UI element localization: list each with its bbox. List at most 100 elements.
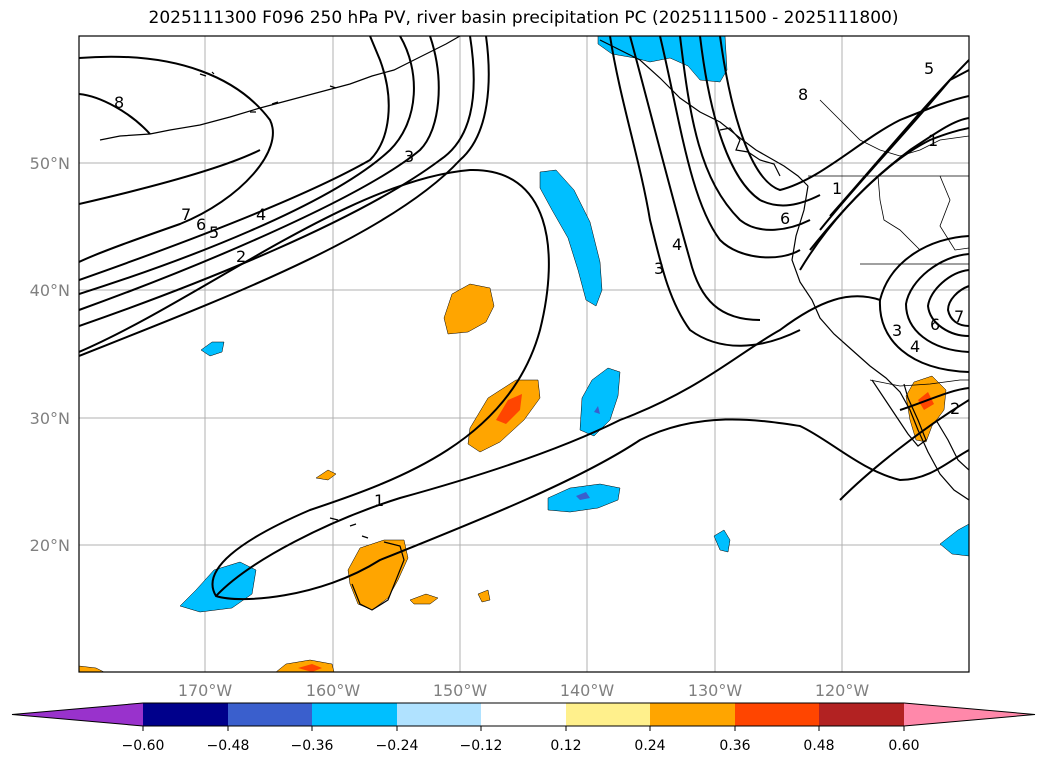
contour-7-trough — [699, 36, 821, 207]
svg-text:−0.24: −0.24 — [376, 738, 419, 754]
coastlines — [99, 36, 969, 611]
contour-ridge-2 — [799, 117, 969, 271]
contour-6-west — [79, 149, 261, 205]
svg-text:6: 6 — [780, 209, 790, 228]
precip-fill-pos-north — [443, 283, 495, 335]
pv-contours — [79, 36, 969, 601]
colorbar-cell-5 — [481, 703, 566, 726]
contour-low-3 — [926, 269, 969, 337]
svg-text:3: 3 — [404, 147, 414, 166]
svg-text:120°W: 120°W — [815, 681, 870, 700]
svg-text:7: 7 — [181, 205, 191, 224]
svg-text:4: 4 — [256, 205, 266, 224]
hawaii-islands — [329, 517, 405, 611]
contour-7-west — [79, 55, 274, 263]
gulf-california — [935, 419, 969, 471]
contour-low-2 — [904, 253, 969, 353]
us-west-coast — [791, 185, 969, 501]
svg-text:0.24: 0.24 — [634, 738, 665, 754]
precip-fill-small-west — [200, 341, 225, 357]
contour-5-west — [79, 36, 390, 281]
svg-text:8: 8 — [798, 85, 808, 104]
svg-text:50°N: 50°N — [30, 154, 70, 173]
svg-text:1: 1 — [832, 179, 842, 198]
aleutian-dots — [199, 71, 337, 113]
contour-1-south — [215, 295, 881, 597]
svg-text:1: 1 — [374, 491, 384, 510]
map-frame — [78, 35, 970, 673]
precip-fill-gulf-alaska — [597, 36, 728, 83]
contour-labels: 8 7 6 5 4 3 2 1 5 1 6 4 3 7 6 3 4 2 1 8 — [114, 59, 964, 510]
contour-2-se — [839, 399, 969, 501]
colorbar-cell-8 — [735, 703, 819, 726]
precip-fill-pos-small2 — [409, 593, 439, 605]
colorbar-ticks — [142, 726, 905, 731]
contour-6-trough — [679, 36, 811, 231]
precip-fill-edge-se — [939, 523, 969, 557]
political-borders — [808, 99, 969, 387]
contour-2-west — [79, 36, 475, 327]
colorbar-cell-3 — [312, 703, 397, 726]
svg-text:0.12: 0.12 — [550, 738, 581, 754]
colorbar-cell-0 — [12, 703, 143, 726]
colorbar: −0.60 −0.48 −0.36 −0.24 −0.12 0.12 0.24 … — [11, 702, 1036, 754]
map-title: 2025111300 F096 250 hPa PV, river basin … — [148, 8, 899, 28]
svg-text:4: 4 — [910, 337, 920, 356]
colorbar-cell-6 — [566, 703, 650, 726]
svg-text:−0.12: −0.12 — [460, 738, 503, 754]
svg-text:40°N: 40°N — [30, 281, 70, 300]
graticule — [79, 36, 969, 672]
svg-text:5: 5 — [209, 223, 219, 242]
precip-fill-pos-hawaii — [347, 539, 409, 611]
svg-text:130°W: 130°W — [688, 681, 743, 700]
contour-3-trough — [609, 36, 801, 347]
svg-text:150°W: 150°W — [433, 681, 488, 700]
svg-text:0.36: 0.36 — [719, 738, 750, 754]
svg-text:3: 3 — [654, 259, 664, 278]
svg-text:8: 8 — [114, 93, 124, 112]
precip-fill-pos-small1 — [315, 469, 337, 481]
colorbar-cell-1 — [143, 703, 228, 726]
alaska-aleutians-coast — [99, 36, 461, 141]
svg-text:−0.60: −0.60 — [122, 738, 165, 754]
svg-text:−0.36: −0.36 — [291, 738, 334, 754]
contour-5-trough — [659, 36, 801, 259]
contour-4-trough — [629, 36, 761, 321]
svg-text:1: 1 — [928, 131, 938, 150]
svg-text:2: 2 — [950, 399, 960, 418]
contour-ridge-3 — [809, 127, 969, 251]
svg-text:0.60: 0.60 — [888, 738, 919, 754]
contour-se-inner — [899, 387, 969, 411]
svg-text:170°W: 170°W — [178, 681, 233, 700]
precip-fill-pos-mexico — [905, 375, 947, 443]
precip-fill-band-mid — [579, 367, 621, 437]
longitude-labels: 170°W 160°W 150°W 140°W 130°W 120°W — [178, 681, 870, 700]
contour-low-4 — [946, 285, 969, 327]
contour-4-west — [79, 36, 415, 295]
svg-text:160°W: 160°W — [306, 681, 361, 700]
latitude-labels: 50°N 40°N 30°N 20°N — [30, 154, 70, 555]
contour-low-1 — [878, 235, 969, 373]
svg-text:30°N: 30°N — [30, 409, 70, 428]
colorbar-cell-2 — [228, 703, 312, 726]
precip-positive-fills — [79, 283, 947, 672]
precip-negative-fills — [179, 36, 969, 613]
precip-darker-fills — [576, 406, 600, 500]
svg-text:−0.48: −0.48 — [207, 738, 250, 754]
colorbar-cell-7 — [650, 703, 735, 726]
contour-ridge-5 — [829, 59, 969, 217]
svg-text:0.48: 0.48 — [803, 738, 834, 754]
contour-ridge-1 — [719, 36, 969, 192]
svg-text:4: 4 — [672, 235, 682, 254]
contour-1-west — [79, 36, 490, 357]
contour-3-loop — [79, 168, 969, 601]
svg-text:2: 2 — [236, 247, 246, 266]
svg-text:140°W: 140°W — [560, 681, 615, 700]
colorbar-tick-labels: −0.60 −0.48 −0.36 −0.24 −0.12 0.12 0.24 … — [122, 738, 920, 754]
svg-text:3: 3 — [892, 321, 902, 340]
colorbar-cell-4 — [397, 703, 481, 726]
svg-text:6: 6 — [930, 315, 940, 334]
svg-text:6: 6 — [196, 215, 206, 234]
precip-fill-pos-small3 — [477, 589, 491, 603]
